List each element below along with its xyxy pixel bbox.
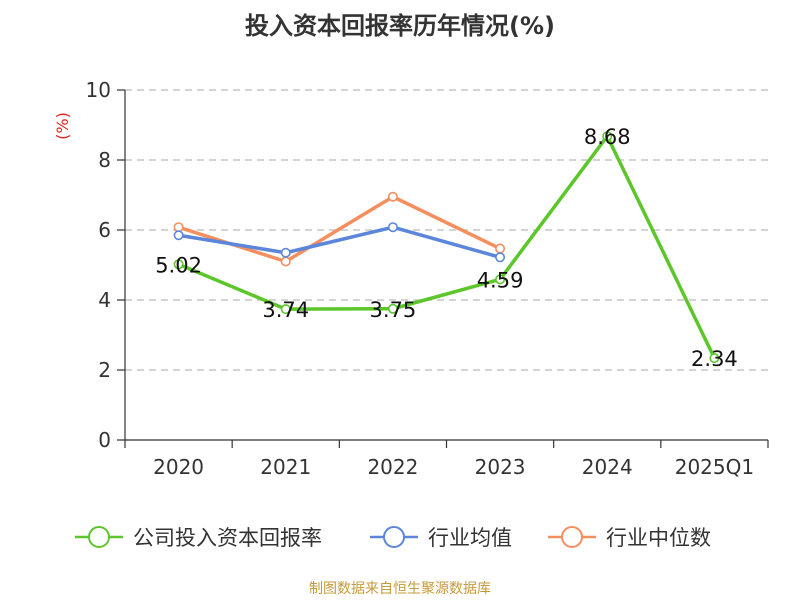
point-0-3 bbox=[495, 274, 506, 285]
series-1 bbox=[173, 222, 506, 263]
point-2-3 bbox=[495, 243, 506, 254]
series bbox=[173, 131, 720, 364]
axes bbox=[117, 89, 769, 448]
point-0-0 bbox=[173, 259, 184, 270]
y-tick-label-2: 2 bbox=[98, 358, 111, 382]
x-tick-label-2023: 2023 bbox=[475, 455, 526, 479]
legend-label-0: 公司投入资本回报率 bbox=[133, 526, 322, 550]
x-tick-labels: 2020 2021 2022 2023 2024 2025Q1 bbox=[153, 455, 754, 479]
y-tick-labels: 0 2 4 6 8 10 bbox=[86, 78, 111, 452]
series-line-1 bbox=[176, 225, 502, 260]
y-tick-label-4: 4 bbox=[98, 288, 111, 312]
data-label-2: 3.75 bbox=[370, 298, 417, 322]
legend-marker-1 bbox=[383, 526, 405, 548]
data-label-1: 3.74 bbox=[262, 298, 309, 322]
x-tick-label-2024: 2024 bbox=[582, 455, 633, 479]
point-0-2 bbox=[387, 303, 398, 314]
point-0-4 bbox=[602, 131, 613, 142]
series-line-2 bbox=[176, 195, 502, 264]
y-axis-label: (%) bbox=[53, 112, 72, 140]
y-tick-label-0: 0 bbox=[98, 428, 111, 452]
x-tick-label-2021: 2021 bbox=[260, 455, 311, 479]
legend-item-2: 行业中位数 bbox=[548, 526, 711, 550]
point-1-2 bbox=[387, 222, 398, 233]
legend-label-2: 行业中位数 bbox=[606, 526, 711, 550]
y-tick-label-6: 6 bbox=[98, 218, 111, 242]
data-labels: 5.02 3.74 3.75 4.59 8.68 2.34 bbox=[155, 125, 738, 371]
series-line-0 bbox=[176, 134, 717, 360]
legend-item-0: 公司投入资本回报率 bbox=[75, 526, 322, 550]
point-2-0 bbox=[173, 222, 184, 233]
point-1-0 bbox=[173, 230, 184, 241]
legend-marker-0 bbox=[88, 526, 110, 548]
x-tick-label-2020: 2020 bbox=[153, 455, 204, 479]
data-label-4: 8.68 bbox=[584, 125, 631, 149]
point-2-2 bbox=[387, 191, 398, 202]
legend-label-1: 行业均值 bbox=[428, 526, 512, 550]
point-0-5 bbox=[709, 353, 720, 364]
series-0 bbox=[173, 131, 720, 364]
point-1-1 bbox=[280, 247, 291, 258]
legend-item-1: 行业均值 bbox=[370, 526, 512, 550]
data-label-3: 4.59 bbox=[477, 268, 524, 292]
x-tick-label-2022: 2022 bbox=[367, 455, 418, 479]
grid-lines bbox=[125, 89, 768, 371]
data-label-5: 2.34 bbox=[691, 347, 738, 371]
series-2 bbox=[173, 191, 506, 267]
legend-marker-2 bbox=[561, 526, 583, 548]
source-note: 制图数据来自恒生聚源数据库 bbox=[309, 581, 491, 597]
y-tick-label-8: 8 bbox=[98, 148, 111, 172]
x-tick-label-2025Q1: 2025Q1 bbox=[675, 455, 754, 479]
legend: 公司投入资本回报率 行业均值 行业中位数 bbox=[75, 526, 711, 550]
y-tick-label-10: 10 bbox=[86, 78, 111, 102]
point-1-3 bbox=[495, 252, 506, 263]
data-label-0: 5.02 bbox=[155, 253, 202, 277]
point-2-1 bbox=[280, 256, 291, 267]
chart-title: 投入资本回报率历年情况(%) bbox=[245, 12, 555, 40]
point-0-1 bbox=[280, 304, 291, 315]
